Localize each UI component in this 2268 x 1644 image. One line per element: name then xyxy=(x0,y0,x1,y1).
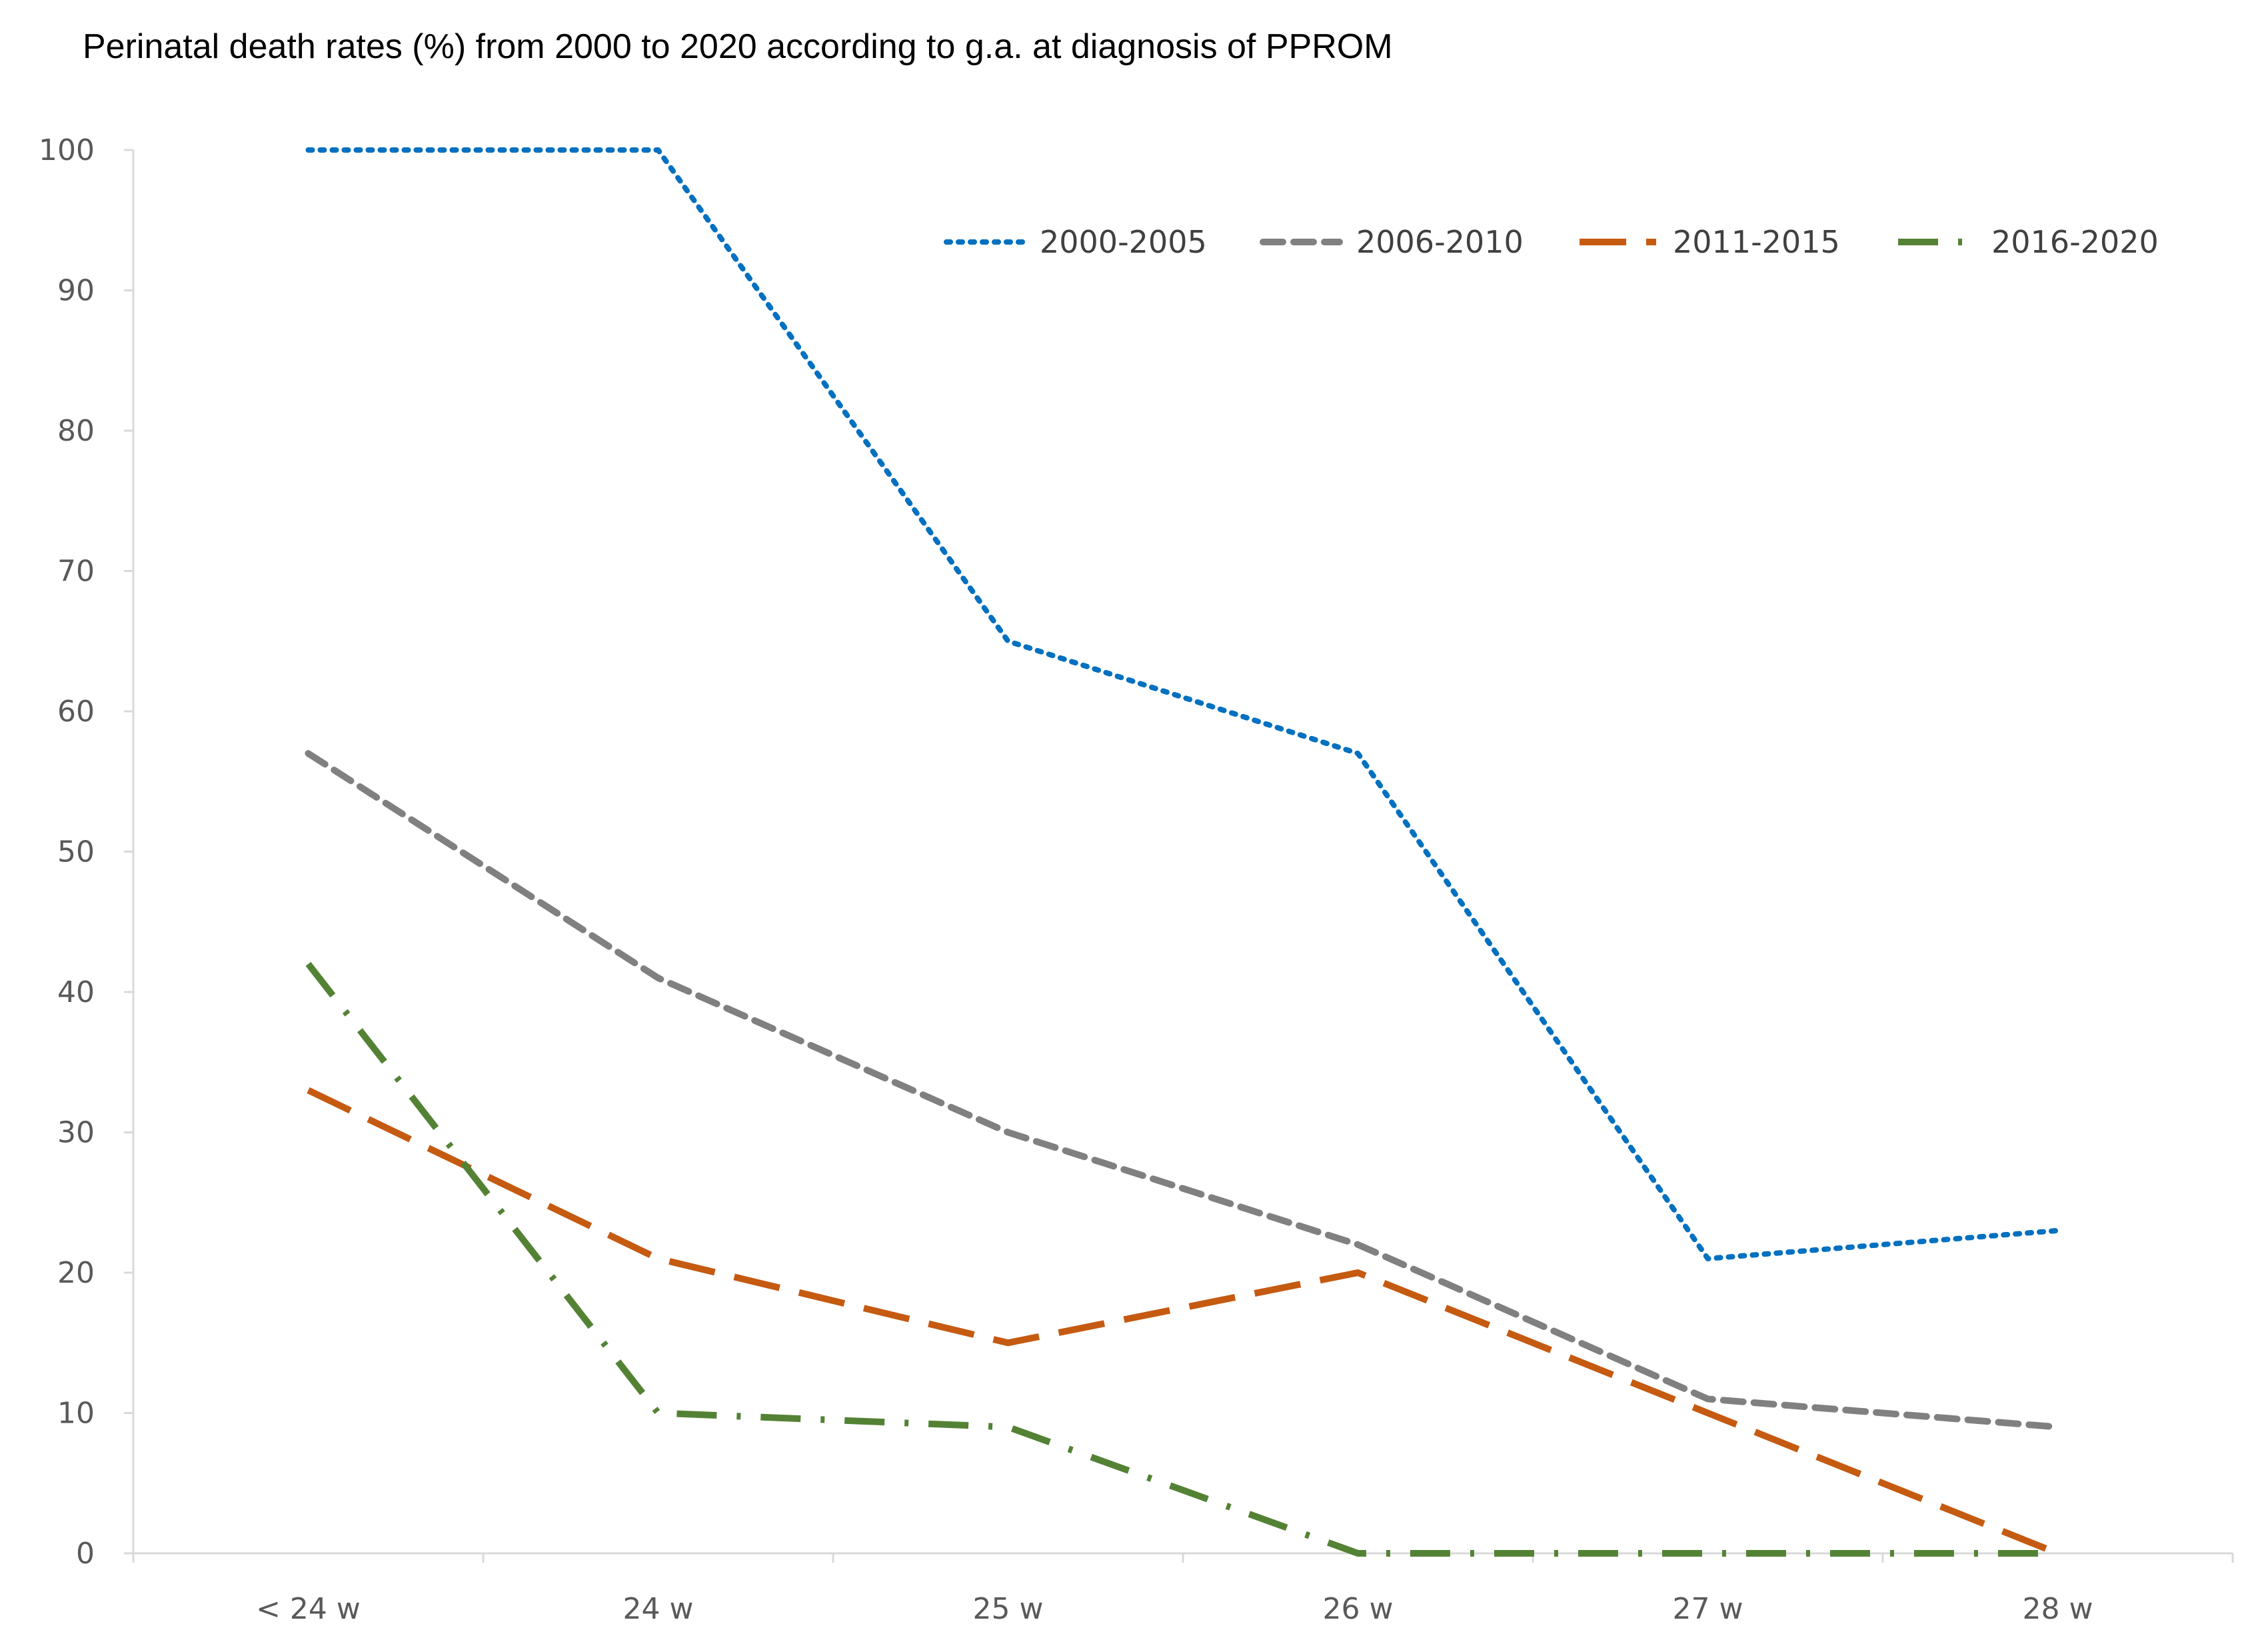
y-tick-label: 50 xyxy=(57,835,95,869)
legend-item: 2016-2020 xyxy=(1898,224,2159,260)
legend-label: 2006-2010 xyxy=(1356,224,1524,260)
x-tick-label: 28 w xyxy=(2023,1592,2093,1626)
x-tick-label: 25 w xyxy=(973,1592,1044,1626)
y-tick-label: 80 xyxy=(57,414,95,448)
axes: 0 10 20 30 40 50 60 70 80 90 100 < 24 w 24 w 25 w 26 w… xyxy=(39,133,2234,1626)
y-tick-label: 70 xyxy=(57,555,95,589)
x-tick-label: < 24 w xyxy=(256,1592,361,1626)
chart-title: Perinatal death rates (%) from 2000 to 2… xyxy=(83,27,1393,66)
y-tick-label: 90 xyxy=(57,274,95,308)
legend-item: 2011-2015 xyxy=(1580,224,1840,260)
y-tick-label: 40 xyxy=(57,975,95,1009)
legend-item: 2000-2005 xyxy=(944,224,1207,260)
series-2000-2005 xyxy=(305,147,2061,1261)
y-tick-label: 10 xyxy=(57,1397,95,1431)
y-tick-label: 30 xyxy=(57,1116,95,1150)
series-2011-2015 xyxy=(307,1087,2059,1557)
legend-item: 2006-2010 xyxy=(1260,224,1524,260)
series-line xyxy=(307,1087,2059,1557)
x-tick-label: 26 w xyxy=(1323,1592,1394,1626)
x-tick-label: 24 w xyxy=(623,1592,694,1626)
series-2006-2010 xyxy=(305,750,2061,1431)
y-tick-label: 60 xyxy=(57,695,95,729)
legend: 2000-2005 2006-2010 2011-2015 2016-2020 xyxy=(944,224,2159,260)
series-line xyxy=(305,147,2061,1261)
series-2016-2020 xyxy=(305,961,2058,1557)
series-lines xyxy=(305,147,2061,1557)
y-tick-label: 0 xyxy=(76,1537,95,1571)
legend-label: 2000-2005 xyxy=(1040,224,1207,260)
y-tick-label: 100 xyxy=(39,133,95,167)
y-tick-label: 20 xyxy=(57,1256,95,1290)
legend-label: 2016-2020 xyxy=(1991,224,2159,260)
series-line xyxy=(305,961,2058,1557)
x-tick-label: 27 w xyxy=(1673,1592,1743,1626)
legend-label: 2011-2015 xyxy=(1673,224,1840,260)
series-line xyxy=(305,750,2061,1431)
